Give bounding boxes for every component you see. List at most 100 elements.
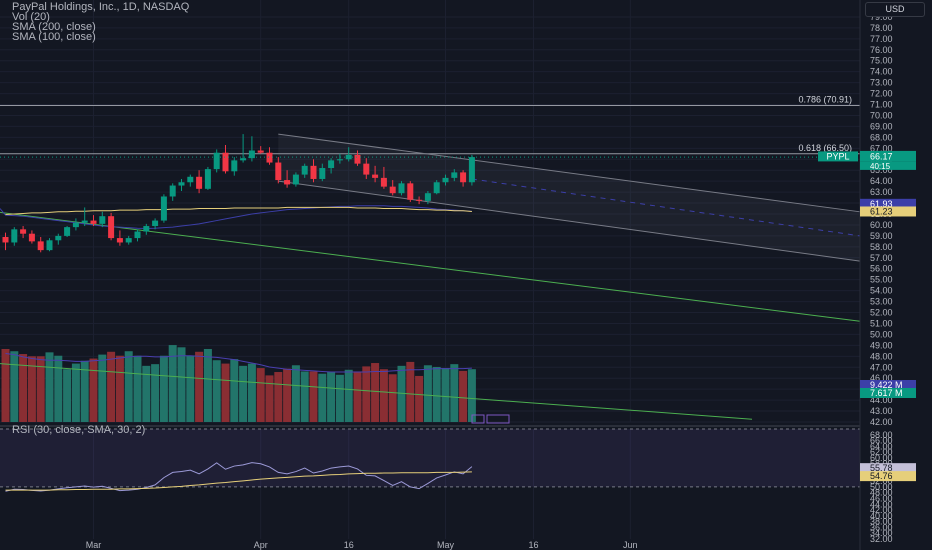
volume-bar [415,375,424,422]
price-tick-label: 65.00 [870,165,893,175]
price-tick-label: 63.00 [870,187,893,197]
candles [2,134,475,253]
candle-body [20,229,27,234]
price-axis-panel [860,0,932,550]
rsi-tick-label: 32.00 [870,534,893,544]
time-tick-label: 16 [344,540,354,550]
price-tick-label: 64.00 [870,176,893,186]
axis-price-label [860,471,916,482]
axis-price-label [860,388,916,398]
rsi-tick-label: 34.00 [870,528,893,538]
candle-body [460,172,467,183]
volume-bar [54,355,63,422]
candle-body [389,186,396,194]
time-tick-label: May [437,540,455,550]
volume-bar [291,365,300,422]
volume-bar [239,365,248,422]
volume-ma-line [5,352,472,373]
rsi-tick-label: 40.00 [870,511,893,521]
volume-bar [327,372,336,422]
candle-body [284,180,291,185]
candle-body [424,193,431,201]
volume-bar [107,351,116,422]
candle-body [451,172,458,178]
volume-bar [388,374,397,422]
price-tick-label: 42.00 [870,417,893,427]
volume-bar [353,371,362,422]
axis-price-label [860,150,916,162]
symbol-tag [818,151,858,162]
volume-bar [212,360,221,422]
fib-level-label: 0.618 (66.50) [798,143,852,153]
time-tick-label: Jun [623,540,638,550]
time-tick-label: Apr [254,540,268,550]
marker-icon [471,414,485,424]
axis-countdown: 40:15 [870,162,891,171]
price-tick-label: 43.00 [870,406,893,416]
rsi-line [5,462,473,492]
price-tick-label: 77.00 [870,34,893,44]
candle-body [372,174,379,178]
candle-body [380,177,387,187]
currency-button[interactable]: USD [865,2,925,17]
volume-bar [265,375,274,422]
rsi-tick-label: 38.00 [870,517,893,527]
price-tick-label: 78.00 [870,23,893,33]
volume-bar [98,354,107,422]
rsi-ma-line [5,471,472,491]
candle-body [160,196,167,221]
candle-body [442,177,449,183]
axis-price-value: 66.17 [870,151,893,161]
volume-bar [335,374,344,422]
candle-body [240,158,247,161]
volume-bar [133,355,142,422]
volume-bar [27,356,36,422]
candle-body [64,227,71,236]
candle-body [336,159,343,161]
volume-bar [432,366,441,422]
channel-upper [278,133,861,213]
volume-bar [300,371,309,422]
volume-bar [274,372,283,422]
volume-bar [168,345,177,422]
candle-body [257,150,264,153]
axis-price-value: 55.78 [870,463,893,473]
symbol-tag-label: PYPL [826,151,849,161]
price-tick-label: 48.00 [870,351,893,361]
candle-body [204,169,211,189]
symbol-title[interactable]: PayPal Holdings, Inc., 1D, NASDAQ [12,1,190,13]
volume-bar [159,355,168,422]
indicator-sma200[interactable]: SMA (200, close) [12,21,96,33]
price-tick-label: 60.00 [870,220,893,230]
candle-body [116,238,123,243]
candle-body [231,160,238,172]
indicator-sma100[interactable]: SMA (100, close) [12,31,96,43]
rsi-tick-label: 42.00 [870,505,893,515]
volume-bar [283,368,292,422]
candle-body [37,241,44,251]
candle-body [266,152,273,163]
rsi-legend[interactable]: RSI (30, close, SMA, 30, 2) [12,424,146,436]
candle-body [275,162,282,181]
indicator-vol[interactable]: Vol (20) [12,11,50,23]
volume-bar [151,364,160,422]
price-tick-label: 49.00 [870,340,893,350]
volume-bar [36,356,45,422]
sma200-line [5,206,472,216]
rsi-tick-label: 46.00 [870,493,893,503]
price-tick-label: 59.00 [870,231,893,241]
price-tick-label: 47.00 [870,362,893,372]
axis-price-label [860,380,916,390]
price-tick-label: 74.00 [870,67,893,77]
candle-body [398,183,405,194]
candle-body [248,150,255,159]
volume-bar [221,363,230,422]
candle-body [433,182,440,194]
price-tick-label: 57.00 [870,253,893,263]
volume-bar [71,363,80,422]
volume-bar [467,369,476,422]
volume-bar [450,364,459,422]
volume-bar [459,370,468,422]
volume-bar [318,373,327,422]
